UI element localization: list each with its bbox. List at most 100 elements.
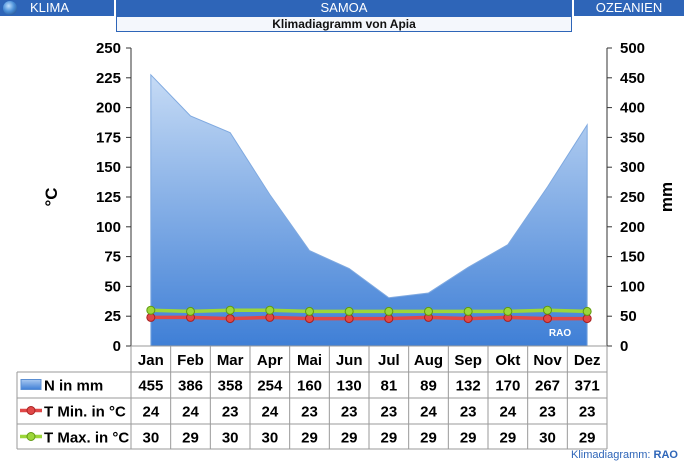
table-cell-value: 23 xyxy=(380,404,397,421)
tmax-point xyxy=(424,306,433,316)
table-cell-value: 29 xyxy=(380,430,397,447)
month-label: Jan xyxy=(138,352,164,369)
table-cell-value: 23 xyxy=(539,404,556,421)
table-cell-value: 23 xyxy=(222,404,239,421)
tmax-point xyxy=(146,305,156,315)
table-cell-value: 29 xyxy=(301,430,318,447)
nav-tab-klima-label: KLIMA xyxy=(30,0,70,15)
table-cell-value: 81 xyxy=(380,378,397,395)
legend-marker-tmin xyxy=(26,406,36,415)
left-tick-label: 75 xyxy=(104,249,121,266)
nav-tab-klima[interactable]: KLIMA xyxy=(0,0,114,16)
left-tick-label: 25 xyxy=(104,308,121,325)
right-tick-label: 0 xyxy=(620,338,628,355)
right-tick-label: 500 xyxy=(620,40,645,57)
tmax-point xyxy=(543,305,552,315)
left-tick-label: 225 xyxy=(96,70,121,87)
legend-key-precipitation xyxy=(20,379,42,390)
tmax-point xyxy=(344,306,354,316)
month-label: Sep xyxy=(454,352,482,369)
series-name: T Max. in °C xyxy=(44,430,129,447)
top-bar: KLIMA SAMOA OZEANIEN xyxy=(0,0,684,16)
right-tick-label: 350 xyxy=(620,129,645,146)
right-tick-label: 100 xyxy=(620,278,645,295)
table-cell-value: 132 xyxy=(456,378,481,395)
table-cell-value: 29 xyxy=(420,430,437,447)
table-cell-value: 30 xyxy=(261,430,278,447)
table-cell-value: 29 xyxy=(460,430,477,447)
table-cell-value: 23 xyxy=(341,404,358,421)
series-name: T Min. in °C xyxy=(44,404,126,421)
month-label: Aug xyxy=(414,352,443,369)
nav-tab-ozeanien[interactable]: OZEANIEN xyxy=(574,0,684,16)
right-axis-title: mm xyxy=(657,182,676,212)
table-cell-value: 170 xyxy=(495,378,520,395)
tmax-point xyxy=(463,306,473,316)
tmax-line xyxy=(150,308,588,314)
table-cell-value: 24 xyxy=(182,404,199,421)
table-cell-value: 29 xyxy=(579,430,596,447)
month-label: Jun xyxy=(336,352,363,369)
left-tick-label: 150 xyxy=(96,159,121,176)
tmin-line xyxy=(150,315,588,321)
table-cell-value: 23 xyxy=(579,404,596,421)
tmin-point xyxy=(543,314,552,324)
table-cell-value: 24 xyxy=(420,404,437,421)
footer-credit: Klimadiagramm: RAO xyxy=(571,449,678,461)
left-tick-label: 100 xyxy=(96,219,121,236)
month-label: Nov xyxy=(533,352,562,369)
table-cell-value: 29 xyxy=(341,430,358,447)
footer-label: Klimadiagramm: xyxy=(571,449,651,461)
tmin-point xyxy=(225,314,235,324)
left-tick-label: 125 xyxy=(96,189,121,206)
table-cell-value: 24 xyxy=(142,404,159,421)
tmax-point xyxy=(305,306,314,316)
table-cell-value: 160 xyxy=(297,378,322,395)
table-cell-value: 358 xyxy=(218,378,243,395)
left-tick-label: 175 xyxy=(96,129,121,146)
right-tick-label: 300 xyxy=(620,159,645,176)
month-label: Mai xyxy=(297,352,322,369)
table-cell-value: 254 xyxy=(257,378,283,395)
chart-title: Klimadiagramm von Apia xyxy=(116,16,572,32)
month-label: Apr xyxy=(257,352,283,369)
table-cell-value: 24 xyxy=(499,404,516,421)
month-label: Dez xyxy=(574,352,601,369)
series-name: N in mm xyxy=(44,378,103,395)
tmax-point xyxy=(186,306,195,316)
left-tick-label: 0 xyxy=(113,338,121,355)
left-tick-label: 250 xyxy=(96,40,121,57)
watermark-text: RAO xyxy=(549,328,571,339)
table-cell-value: 23 xyxy=(460,404,477,421)
table-cell-value: 386 xyxy=(178,378,203,395)
footer-brand: RAO xyxy=(653,449,678,461)
table-cell-value: 24 xyxy=(261,404,278,421)
table-cell-value: 23 xyxy=(301,404,318,421)
left-tick-label: 200 xyxy=(96,100,121,117)
right-tick-label: 450 xyxy=(620,70,645,87)
month-label: Mar xyxy=(217,352,244,369)
table-cell-value: 30 xyxy=(222,430,239,447)
right-tick-label: 50 xyxy=(620,308,637,325)
right-tick-label: 200 xyxy=(620,219,645,236)
table-cell-value: 455 xyxy=(138,378,163,395)
right-tick-label: 250 xyxy=(620,189,645,206)
table-cell-value: 267 xyxy=(535,378,560,395)
right-tick-label: 400 xyxy=(620,100,645,117)
table-cell-value: 89 xyxy=(420,378,437,395)
precipitation-area xyxy=(150,73,588,347)
table-cell-value: 371 xyxy=(575,378,600,395)
table-cell-value: 30 xyxy=(142,430,159,447)
month-label: Okt xyxy=(495,352,520,369)
right-tick-label: 150 xyxy=(620,249,645,266)
left-tick-label: 50 xyxy=(104,278,121,295)
table-cell-value: 30 xyxy=(539,430,556,447)
table-cell-value: 29 xyxy=(182,430,199,447)
tmax-point xyxy=(503,306,513,316)
left-axis-title: °C xyxy=(42,187,61,206)
tmax-point xyxy=(265,305,275,315)
tmax-point xyxy=(225,305,235,315)
country-title: SAMOA xyxy=(116,0,572,16)
table-cell-value: 29 xyxy=(499,430,516,447)
